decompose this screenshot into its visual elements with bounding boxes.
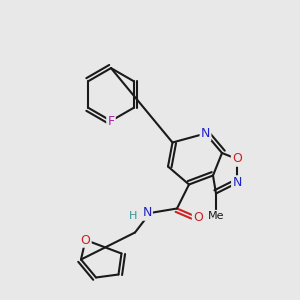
Text: O: O [81, 233, 90, 247]
Text: Me: Me [208, 211, 224, 221]
Text: O: O [193, 211, 203, 224]
Text: N: N [232, 176, 242, 190]
Text: F: F [107, 116, 115, 128]
Text: N: N [142, 206, 152, 220]
Text: H: H [129, 211, 138, 221]
Text: N: N [201, 127, 210, 140]
Text: O: O [232, 152, 242, 166]
